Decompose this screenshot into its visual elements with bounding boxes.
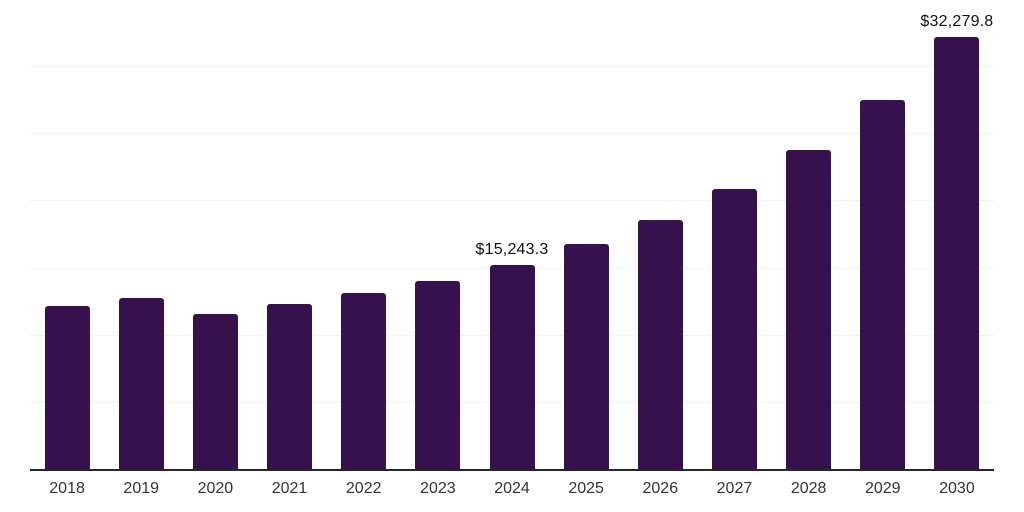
gridline bbox=[30, 133, 994, 135]
bar-2024 bbox=[489, 265, 535, 470]
bar-2025 bbox=[563, 244, 609, 470]
data-label-2030: $32,279.8 bbox=[920, 12, 994, 30]
bar-2030 bbox=[934, 36, 980, 470]
x-tick-label-2023: 2023 bbox=[420, 480, 456, 497]
bar-2018 bbox=[44, 305, 90, 470]
x-tick-label-2026: 2026 bbox=[642, 480, 679, 497]
bar-2020 bbox=[192, 314, 238, 470]
gridline bbox=[30, 66, 994, 68]
x-tick-label-2022: 2022 bbox=[345, 480, 382, 497]
x-tick-label-2020: 2020 bbox=[197, 480, 234, 497]
x-axis-line bbox=[30, 469, 994, 471]
bar-2028 bbox=[786, 149, 832, 470]
x-tick-label-2024: 2024 bbox=[494, 480, 530, 497]
bar-2029 bbox=[860, 100, 906, 470]
x-axis-labels: 2018 2019 2020 2021 2022 2023 2024 2025 2026 2027… bbox=[30, 480, 994, 506]
bar-2019 bbox=[118, 298, 164, 470]
x-tick-label-2029: 2029 bbox=[864, 480, 901, 497]
gridline bbox=[30, 200, 994, 202]
bar-2022 bbox=[341, 293, 387, 470]
plot-area: $15,243.3 $32,279.8 bbox=[30, 0, 994, 471]
x-tick-label-2025: 2025 bbox=[568, 480, 604, 497]
x-tick-label-2028: 2028 bbox=[790, 480, 827, 497]
x-tick-label-2030: 2030 bbox=[939, 480, 975, 497]
bar-2026 bbox=[637, 220, 683, 470]
x-tick-label-2019: 2019 bbox=[123, 480, 160, 497]
x-tick-label-2027: 2027 bbox=[716, 480, 753, 497]
bar-2027 bbox=[711, 189, 757, 470]
data-label-2024: $15,243.3 bbox=[475, 241, 549, 259]
x-tick-label-2021: 2021 bbox=[271, 480, 308, 497]
x-tick-label-2018: 2018 bbox=[49, 480, 85, 497]
bar-2021 bbox=[267, 304, 313, 470]
bar-2023 bbox=[415, 280, 461, 470]
